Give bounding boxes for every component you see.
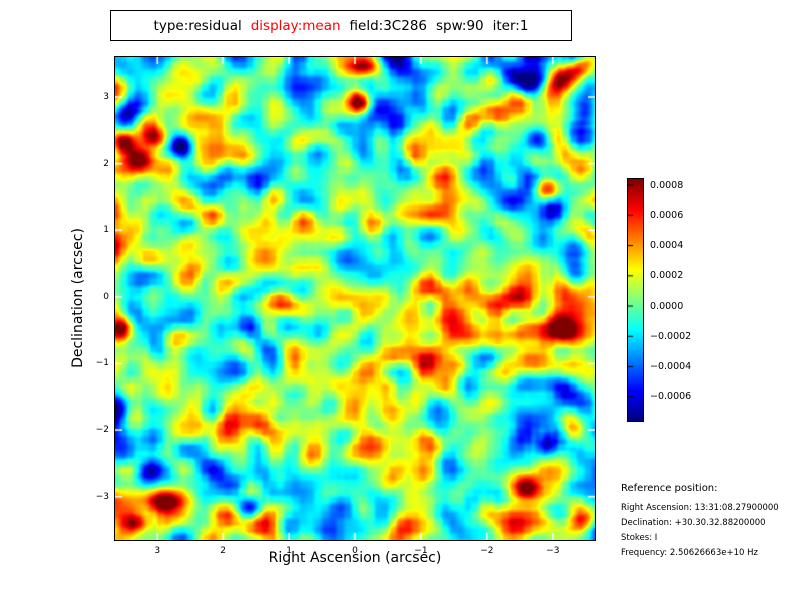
title-segment-display: display:mean [250, 17, 341, 34]
colorbar-tick-label: −0.0006 [650, 391, 692, 403]
x-tick-label: 1 [286, 546, 292, 556]
x-tick-label: 0 [352, 546, 358, 556]
x-axis-label: Right Ascension (arcsec) [268, 550, 442, 566]
x-tick-label: 3 [154, 546, 161, 556]
residual-map-canvas [114, 56, 595, 540]
title-segment-field: field:3C286 [349, 17, 427, 34]
y-tick-label: −2 [95, 425, 109, 436]
title-segment-type: type:residual [153, 17, 242, 34]
x-tick-label: −1 [414, 546, 428, 556]
colorbar-canvas [628, 179, 643, 421]
title-segment-iter: iter:1 [492, 17, 529, 34]
colorbar-frame [627, 178, 644, 422]
x-tick-label: −2 [480, 546, 494, 556]
reference-declination: Declination: +30.30.32.88200000 [621, 518, 766, 528]
title-segment-spw: spw:90 [436, 17, 484, 34]
colorbar-tick-label: −0.0004 [650, 361, 692, 373]
x-tick-label: 2 [220, 546, 226, 556]
y-tick-label: −1 [95, 358, 109, 369]
reference-right-ascension: Right Ascension: 13:31:08.27900000 [621, 503, 779, 513]
y-tick-label: 1 [103, 225, 109, 236]
reference-position-block: Reference position: Right Ascension: 13:… [621, 483, 779, 561]
y-tick-label: −3 [95, 491, 109, 502]
plot-frame [113, 55, 596, 541]
x-tick-label: −3 [546, 546, 560, 556]
plot-title-box: type:residual display:mean field:3C286 s… [110, 10, 572, 41]
colorbar-tick-label: 0.0002 [650, 270, 684, 282]
colorbar-tick-label: 0.0006 [650, 209, 684, 221]
y-tick-label: 0 [103, 291, 109, 302]
y-tick-label: 3 [103, 91, 109, 102]
reference-frequency: Frequency: 2.50626663e+10 Hz [621, 548, 758, 558]
colorbar-tick-label: 0.0004 [650, 240, 684, 252]
colorbar-tick-label: −0.0002 [650, 330, 692, 342]
reference-title: Reference position: [621, 483, 718, 494]
reference-stokes: Stokes: I [621, 533, 658, 543]
colorbar-tick-label: 0.0000 [650, 300, 684, 312]
colorbar-tick-label: 0.0008 [650, 179, 684, 191]
y-tick-label: 2 [103, 158, 109, 169]
